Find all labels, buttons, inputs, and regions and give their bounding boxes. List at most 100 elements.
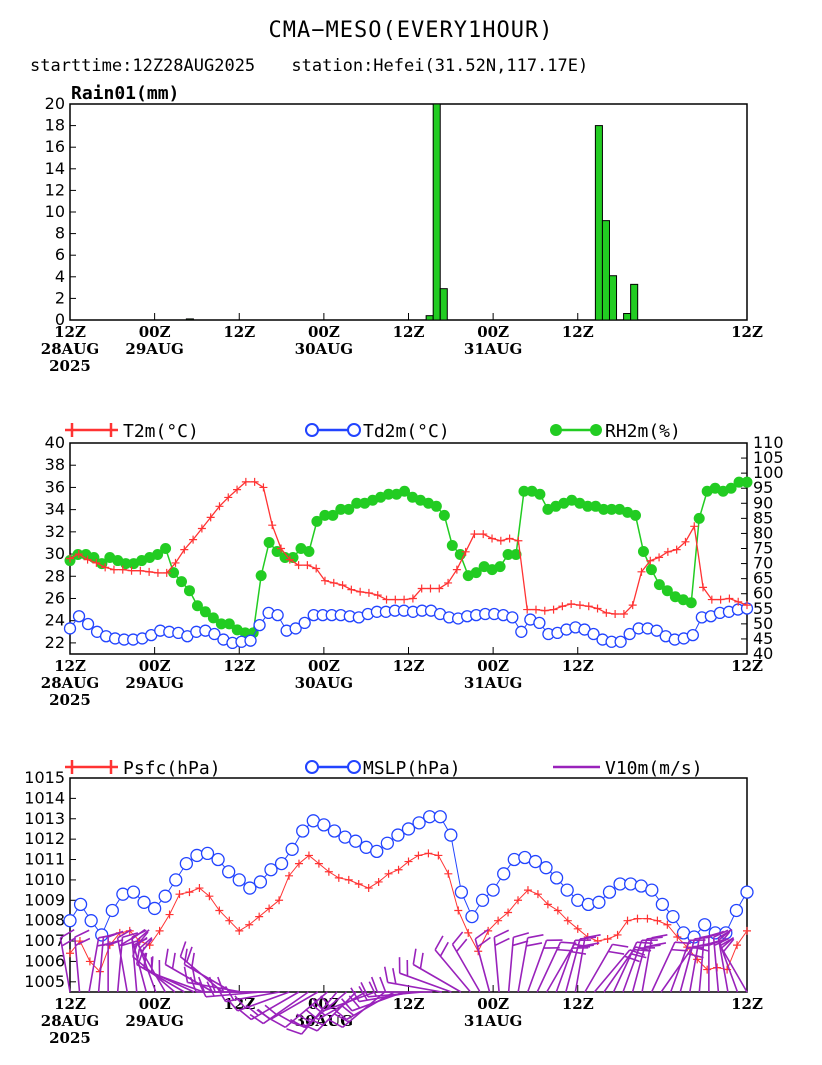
psfc-point — [454, 906, 463, 915]
psfc-point — [414, 851, 423, 860]
t2m-point — [426, 584, 435, 593]
rain-bar — [630, 283, 639, 321]
rh2m-point — [518, 485, 530, 497]
t2m-point — [391, 595, 400, 604]
rain-xtick-label: 2025 — [49, 357, 91, 375]
t2m-point — [250, 477, 259, 486]
mslp-point — [317, 818, 331, 832]
t2m-point — [716, 595, 725, 604]
wind-barb — [517, 934, 544, 993]
t2m-point — [655, 553, 664, 562]
td2m-legend-marker — [347, 423, 361, 437]
psfc-point — [434, 851, 443, 860]
rain-xtick-label: 12Z — [562, 323, 594, 341]
mslp-point — [147, 901, 162, 916]
rh2m-point — [223, 618, 235, 630]
mslp-point — [486, 883, 500, 897]
mslp-point — [475, 893, 490, 907]
psfc-point — [623, 916, 632, 925]
t2m-point — [224, 493, 233, 502]
t2m-point — [637, 567, 646, 576]
rain-ytick-label: 8 — [55, 224, 65, 243]
mslp-point — [95, 928, 109, 942]
pressure-xtick-label: 12Z — [54, 995, 86, 1013]
pressure-xtick-label: 00Z — [139, 995, 171, 1013]
rh2m-point — [335, 503, 347, 515]
psfc-point — [324, 867, 333, 876]
psfc-point — [543, 900, 552, 909]
mslp-legend-marker — [347, 760, 361, 774]
t2m-point — [619, 610, 628, 619]
wind-barb — [555, 939, 592, 993]
wind-legend-label: V10m(m/s) — [605, 758, 703, 779]
wind-barb — [370, 976, 433, 993]
wind-barb — [116, 928, 134, 993]
wind-barb — [669, 939, 706, 993]
td2m-point — [253, 618, 266, 632]
psfc-point — [444, 869, 453, 878]
pressure-ytick-label: 1010 — [24, 870, 65, 889]
psfc-point — [334, 873, 343, 882]
psfc-point — [464, 928, 473, 937]
t2m-point — [92, 558, 101, 567]
rh2m-point — [207, 612, 219, 624]
td2m-point — [63, 622, 77, 635]
t2m-point — [215, 502, 224, 511]
mslp-point — [190, 848, 204, 863]
starttime-label: starttime:12Z28AUG2025 — [30, 56, 256, 76]
t2m-point — [505, 534, 514, 543]
t2m-point — [241, 477, 250, 486]
rh2m-point — [629, 509, 641, 521]
t2m-point — [461, 547, 470, 556]
t2m-point — [364, 588, 373, 597]
mslp-legend-label: MSLP(hPa) — [363, 758, 461, 779]
pressure-xtick-label: 12Z — [562, 995, 594, 1013]
rh2m-point — [534, 488, 546, 500]
t2m-point — [514, 536, 523, 545]
t2m-point — [646, 556, 655, 565]
rh2m-point — [741, 476, 753, 488]
mslp-point — [623, 877, 638, 891]
rh2m-point — [502, 549, 514, 561]
mslp-point — [391, 828, 405, 842]
psfc-point — [613, 930, 622, 939]
mslp-point — [137, 895, 151, 909]
rain-xtick-label: 30AUG — [295, 340, 353, 358]
t2m-point — [162, 568, 171, 577]
wind-barb — [622, 939, 658, 993]
rh2m-point — [319, 509, 331, 521]
mslp-point — [645, 883, 659, 897]
rh2m-point — [470, 567, 482, 579]
rh2m-point — [693, 512, 705, 524]
rh-ytick-label: 85 — [753, 508, 773, 527]
rh2m-point — [152, 549, 164, 561]
rh2m-point — [494, 561, 506, 573]
t2m-point — [523, 605, 532, 614]
rh2m-point — [160, 543, 172, 554]
td2m-point — [623, 627, 636, 641]
rh2m-point — [430, 500, 442, 512]
temp-xtick-label: 29AUG — [125, 674, 183, 692]
rain-xtick-label: 12Z — [731, 323, 763, 341]
pressure-ytick-label: 1009 — [24, 890, 65, 909]
psfc-point — [155, 926, 164, 935]
psfc-point — [394, 865, 403, 874]
t2m-point — [277, 544, 286, 553]
temp-xtick-label: 28AUG — [41, 674, 99, 692]
rain-bar — [623, 313, 632, 321]
temp-ytick-label: 22 — [45, 633, 65, 652]
rain-ytick-label: 6 — [55, 245, 65, 264]
t2m-point — [338, 581, 347, 590]
rh-ytick-label: 65 — [753, 569, 773, 588]
t2m-point — [743, 601, 751, 610]
mslp-point — [370, 844, 384, 859]
rain-bar — [601, 220, 610, 321]
psfc-point — [633, 914, 642, 923]
mslp-point — [158, 889, 172, 903]
rh2m-point — [582, 500, 594, 512]
psfc-point — [165, 910, 174, 919]
rh2m-point — [279, 552, 291, 564]
rain-ytick-label: 16 — [45, 137, 65, 156]
